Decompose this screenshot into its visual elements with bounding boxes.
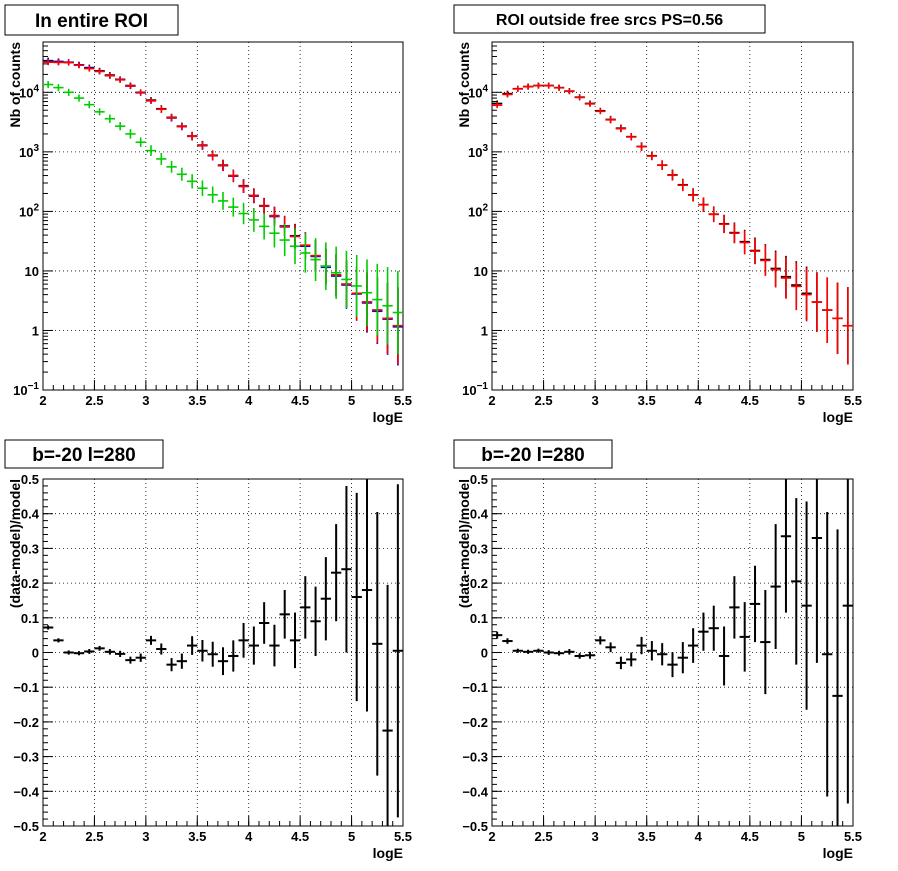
y-tick-label: −0.5 bbox=[462, 819, 488, 834]
chart-title: b=-20 l=280 bbox=[32, 445, 136, 466]
x-tick-label: 2 bbox=[488, 829, 495, 844]
x-axis-label: logE bbox=[823, 845, 853, 861]
y-tick-label: 0.1 bbox=[470, 611, 488, 626]
y-tick-label: −0.1 bbox=[462, 680, 488, 695]
x-tick-label: 5.5 bbox=[844, 393, 862, 408]
y-tick-label: 1 bbox=[481, 323, 488, 338]
x-tick-label: 3.5 bbox=[188, 829, 206, 844]
x-tick-label: 5.5 bbox=[394, 393, 412, 408]
y-tick-label: 0.3 bbox=[470, 541, 488, 556]
y-axis-label: Nb of counts bbox=[456, 42, 472, 128]
y-tick-label: 102 bbox=[19, 202, 39, 219]
y-tick-label: −0.2 bbox=[462, 715, 488, 730]
x-tick-label: 3.5 bbox=[638, 393, 656, 408]
x-tick-label: 5.5 bbox=[844, 829, 862, 844]
chart-title-box bbox=[453, 4, 766, 34]
y-tick-label: −0.3 bbox=[462, 750, 488, 765]
y-tick-label: 0.4 bbox=[470, 507, 489, 522]
chart-panel-4: 2 2.5 3 3.5 4 4.5 5 5.5 −0.5 −0.4 −0.3 −0.2 −0.1 0 0.1… bbox=[453, 439, 862, 861]
x-tick-label: 2 bbox=[488, 393, 495, 408]
x-tick-label: 4.5 bbox=[291, 829, 309, 844]
data-layer bbox=[492, 479, 853, 826]
x-tick-label: 2.5 bbox=[85, 829, 103, 844]
y-axis-label: (data-model)/model bbox=[7, 479, 23, 608]
x-tick-label: 4 bbox=[245, 393, 253, 408]
y-tick-label: 0.2 bbox=[21, 576, 39, 591]
y-tick-label: −0.3 bbox=[13, 750, 39, 765]
chart-panel-1: 2 2.5 3 3.5 4 4.5 5 5.5 10−1 1 10 102 103 104 logE Nb o… bbox=[4, 4, 412, 425]
y-tick-label: 10 bbox=[474, 264, 488, 279]
x-tick-label: 5.5 bbox=[394, 829, 412, 844]
chart-title: b=-20 l=280 bbox=[481, 445, 585, 466]
chart-title-box bbox=[453, 439, 613, 469]
x-tick-label: 5 bbox=[348, 829, 355, 844]
y-tick-label: 0.5 bbox=[470, 472, 488, 487]
data-layer bbox=[492, 82, 853, 365]
chart-panel-3: 2 2.5 3 3.5 4 4.5 5 5.5 −0.5 −0.4 −0.3 −0.2 −0.1 0 0.1… bbox=[4, 439, 412, 861]
chart-title: In entire ROI bbox=[35, 11, 148, 32]
x-axis-label: logE bbox=[373, 845, 403, 861]
y-tick-label: 104 bbox=[468, 83, 488, 100]
x-tick-label: 4 bbox=[245, 829, 253, 844]
data-layer bbox=[43, 479, 403, 826]
x-tick-label: 3.5 bbox=[188, 393, 206, 408]
x-tick-label: 4.5 bbox=[741, 393, 759, 408]
plot-frame bbox=[42, 41, 404, 391]
x-tick-label: 3 bbox=[142, 829, 149, 844]
y-tick-label: 10 bbox=[25, 264, 39, 279]
y-tick-label: −0.4 bbox=[13, 784, 39, 799]
x-tick-label: 3 bbox=[592, 829, 599, 844]
x-tick-label: 5 bbox=[348, 393, 355, 408]
y-tick-label: 10−1 bbox=[13, 381, 39, 398]
y-tick-label: −0.4 bbox=[462, 784, 488, 799]
x-tick-label: 2 bbox=[39, 393, 46, 408]
plot-frame bbox=[491, 41, 854, 391]
x-axis-label: logE bbox=[373, 409, 403, 425]
x-tick-label: 4.5 bbox=[291, 393, 309, 408]
y-tick-label: 0 bbox=[32, 646, 39, 661]
y-tick-label: 0 bbox=[481, 646, 488, 661]
y-tick-label: 0.4 bbox=[21, 507, 40, 522]
x-tick-label: 4.5 bbox=[741, 829, 759, 844]
y-tick-label: 0.5 bbox=[21, 472, 39, 487]
y-tick-label: 0.1 bbox=[21, 611, 39, 626]
y-tick-label: 0.2 bbox=[470, 576, 488, 591]
x-tick-label: 2 bbox=[39, 829, 46, 844]
y-axis-label: Nb of counts bbox=[7, 42, 23, 128]
x-tick-label: 3 bbox=[592, 393, 599, 408]
x-tick-label: 3.5 bbox=[638, 829, 656, 844]
x-tick-label: 4 bbox=[695, 829, 703, 844]
chart-title-box bbox=[4, 4, 179, 36]
y-tick-label: −0.1 bbox=[13, 680, 39, 695]
x-tick-label: 3 bbox=[142, 393, 149, 408]
x-axis-label: logE bbox=[823, 409, 853, 425]
y-tick-label: −0.2 bbox=[13, 715, 39, 730]
x-tick-label: 2.5 bbox=[535, 829, 553, 844]
y-tick-label: 102 bbox=[468, 202, 488, 219]
chart-title: ROI outside free srcs PS=0.56 bbox=[496, 12, 723, 29]
y-tick-label: 10−1 bbox=[462, 381, 488, 398]
chart-panel-2: 2 2.5 3 3.5 4 4.5 5 5.5 10−1 1 10 102 103 104 logE Nb o… bbox=[453, 4, 862, 425]
x-tick-label: 4 bbox=[695, 393, 703, 408]
data-layer bbox=[43, 57, 403, 366]
y-tick-label: 103 bbox=[468, 143, 488, 160]
y-tick-label: 0.3 bbox=[21, 541, 39, 556]
y-tick-label: 104 bbox=[19, 83, 39, 100]
y-tick-label: 103 bbox=[19, 143, 39, 160]
x-tick-label: 5 bbox=[798, 393, 805, 408]
x-tick-label: 2.5 bbox=[535, 393, 553, 408]
chart-title-box bbox=[4, 439, 164, 469]
y-axis-label: (data-model)/model bbox=[456, 479, 472, 608]
y-tick-label: −0.5 bbox=[13, 819, 39, 834]
x-tick-label: 5 bbox=[798, 829, 805, 844]
y-tick-label: 1 bbox=[32, 323, 39, 338]
x-tick-label: 2.5 bbox=[85, 393, 103, 408]
